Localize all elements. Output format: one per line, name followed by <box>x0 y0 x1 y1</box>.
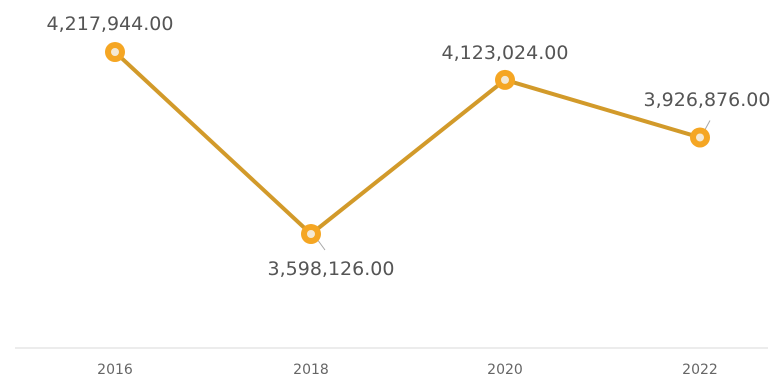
x-tick-label: 2016 <box>97 362 133 378</box>
data-labels: 4,217,944.00 3,598,126.00 4,123,024.00 3,92… <box>47 13 771 280</box>
label-leader-line <box>316 238 326 251</box>
data-label: 3,926,876.00 <box>644 89 771 111</box>
data-label: 4,123,024.00 <box>442 42 569 64</box>
x-tick-label: 2018 <box>293 362 329 378</box>
data-point-marker[interactable] <box>105 42 125 62</box>
data-point-marker[interactable] <box>495 69 515 90</box>
x-tick-label: 2022 <box>682 362 718 378</box>
data-label: 4,217,944.00 <box>47 13 174 35</box>
series-line <box>113 50 701 236</box>
series-layer <box>113 50 701 236</box>
data-label: 3,598,126.00 <box>268 258 395 280</box>
x-axis-ticks: 2016 2018 2020 2022 <box>97 362 718 378</box>
markers <box>105 42 710 244</box>
leader-lines <box>316 120 711 251</box>
data-point-marker[interactable] <box>301 224 321 244</box>
x-tick-label: 2020 <box>487 362 523 378</box>
data-point-marker[interactable] <box>690 127 710 148</box>
